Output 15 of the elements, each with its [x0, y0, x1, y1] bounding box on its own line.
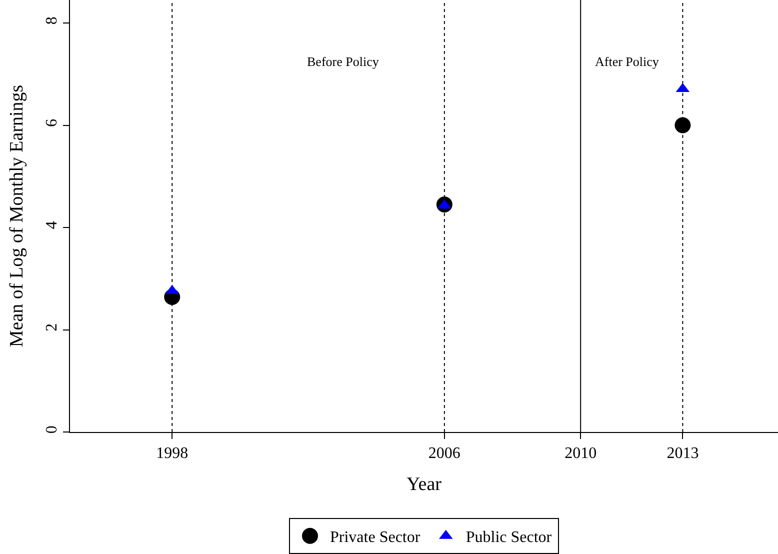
x-tick-label: 2006	[428, 445, 460, 462]
y-tick-label: 8	[44, 16, 61, 25]
y-tick-label: 6	[44, 118, 61, 127]
y-tick-label: 2	[44, 323, 61, 332]
x-tick-label: 2013	[666, 445, 699, 462]
y-axis-title: Mean of Log of Monthly Earnings	[6, 84, 28, 348]
annotation: Before Policy	[307, 54, 380, 69]
x-axis-title: Year	[406, 474, 442, 495]
legend-label: Private Sector	[330, 529, 421, 546]
x-tick-label: 2010	[564, 445, 597, 462]
annotation: After Policy	[595, 54, 660, 69]
x-tick-label: 1998	[156, 445, 188, 462]
y-tick-label: 0	[44, 426, 61, 434]
y-tick-label: 4	[44, 221, 61, 230]
legend-label: Public Sector	[466, 529, 552, 546]
